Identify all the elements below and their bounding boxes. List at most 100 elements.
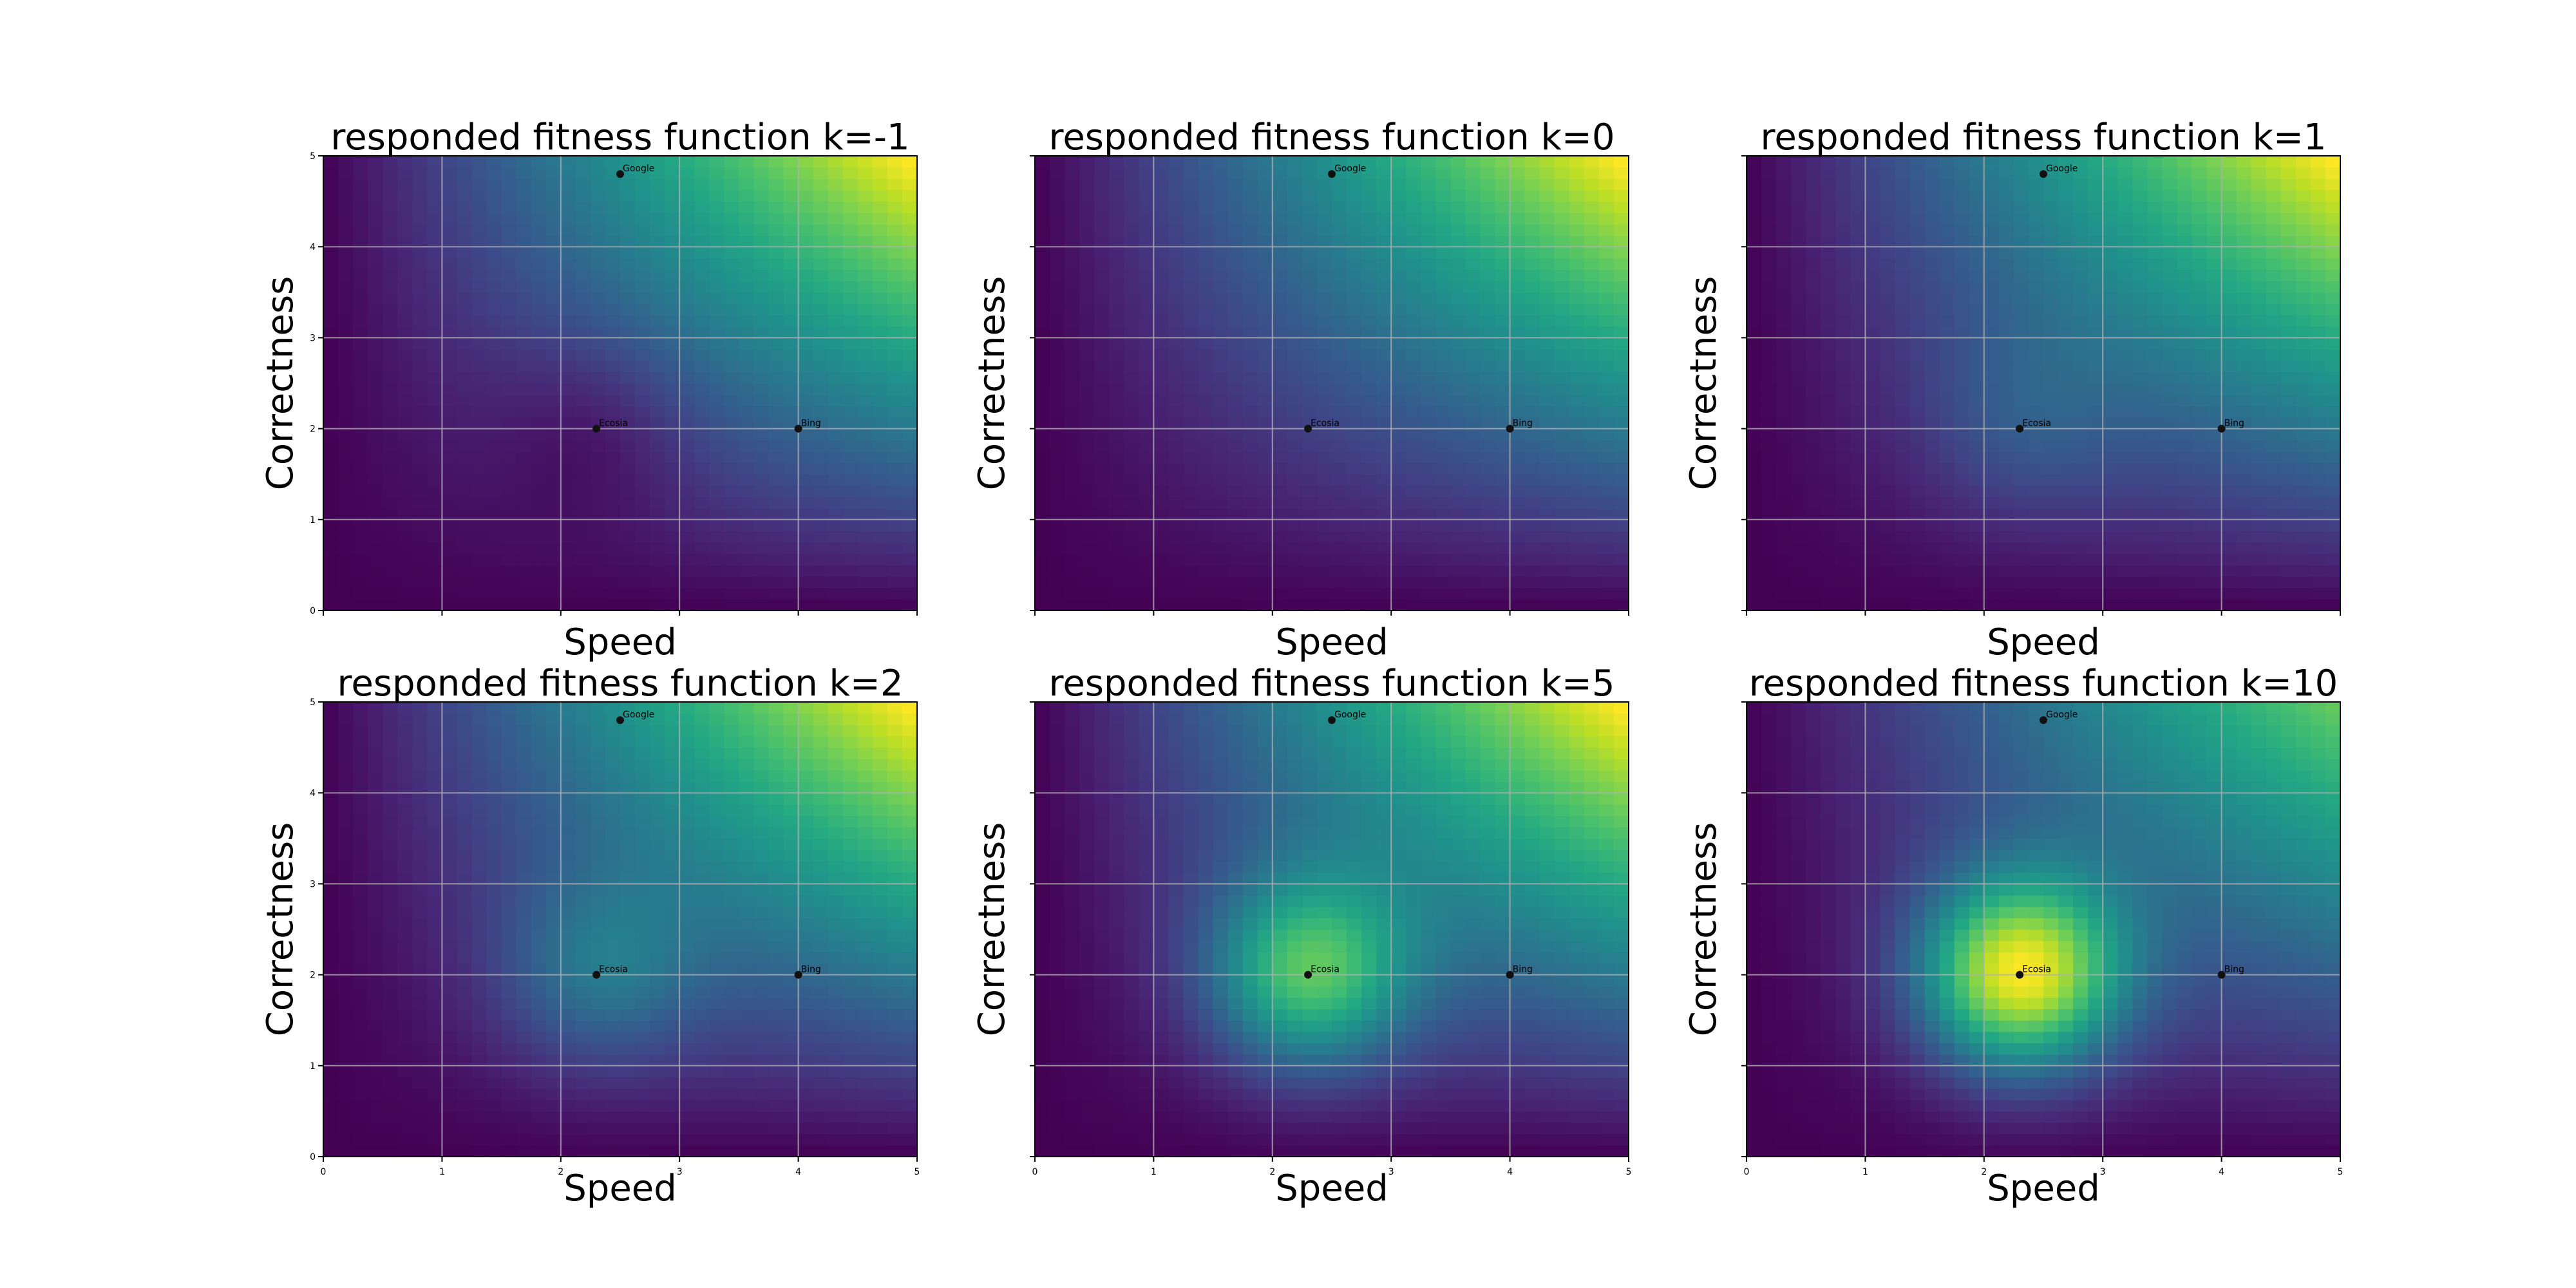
heatmap-cell: [828, 508, 844, 520]
heatmap-cell: [2013, 485, 2029, 498]
heatmap-cell: [1109, 542, 1124, 554]
heatmap-cell: [2088, 531, 2103, 543]
heatmap-cell: [679, 337, 695, 350]
heatmap-cell: [1984, 383, 2000, 395]
heatmap-cell: [1584, 189, 1600, 202]
heatmap-cell: [1139, 303, 1154, 316]
heatmap-cell: [902, 474, 918, 486]
heatmap-cell: [1909, 417, 1926, 430]
heatmap-cell: [1450, 292, 1466, 305]
heatmap-cell: [605, 497, 621, 509]
heatmap-cell: [1895, 303, 1911, 316]
heatmap-cell: [1391, 201, 1406, 213]
heatmap-cell: [2162, 531, 2178, 543]
heatmap-cell: [2251, 201, 2267, 213]
heatmap-cell: [887, 440, 903, 452]
heatmap-cell: [1924, 383, 1940, 395]
heatmap-cell: [1272, 303, 1288, 316]
heatmap-cell: [338, 440, 354, 452]
heatmap-cell: [2206, 587, 2222, 600]
heatmap-cell: [1257, 247, 1273, 259]
heatmap-cell: [1909, 542, 1926, 554]
heatmap-cell: [2206, 406, 2222, 418]
heatmap-cell: [665, 372, 680, 384]
subplot-title: responded fitness function k=0: [1049, 117, 1615, 158]
heatmap-cell: [902, 235, 918, 247]
heatmap-cell: [1747, 599, 1762, 611]
heatmap-cell: [2192, 440, 2208, 452]
heatmap-cell: [2013, 576, 2029, 589]
heatmap-cell: [2147, 485, 2163, 498]
heatmap-cell: [471, 292, 488, 305]
heatmap-cell: [635, 235, 650, 247]
heatmap-cell: [605, 474, 621, 486]
heatmap-cell: [1761, 508, 1777, 520]
heatmap-cell: [545, 303, 562, 316]
heatmap-cell: [1035, 303, 1050, 316]
heatmap-cell: [1065, 201, 1080, 213]
heatmap-cell: [2251, 417, 2267, 430]
heatmap-cell: [383, 428, 398, 440]
heatmap-cell: [650, 428, 665, 440]
heatmap-cell: [2192, 587, 2208, 600]
heatmap-cell: [635, 213, 650, 225]
heatmap-cell: [1094, 394, 1110, 406]
heatmap-cell: [353, 281, 368, 293]
heatmap-cell: [650, 565, 665, 577]
heatmap-cell: [1554, 235, 1570, 247]
heatmap-cell: [1998, 326, 2014, 338]
heatmap-cell: [1391, 303, 1406, 316]
heatmap-cell: [709, 281, 724, 293]
heatmap-cell: [1895, 474, 1911, 486]
heatmap-cell: [1287, 428, 1303, 440]
heatmap-cell: [2280, 565, 2297, 577]
heatmap-cell: [1435, 372, 1451, 384]
heatmap-cell: [665, 394, 680, 406]
heatmap-cell: [323, 213, 339, 225]
heatmap-cell: [1865, 406, 1881, 418]
heatmap-cell: [620, 281, 636, 293]
heatmap-cell: [1124, 565, 1139, 577]
heatmap-cell: [427, 485, 442, 498]
heatmap-cell: [1984, 440, 2000, 452]
heatmap-cell: [1198, 519, 1214, 532]
heatmap-cell: [1524, 394, 1540, 406]
heatmap-cell: [1761, 156, 1777, 168]
heatmap-cell: [2162, 508, 2178, 520]
heatmap-cell: [1465, 167, 1481, 179]
heatmap-cell: [575, 576, 591, 589]
heatmap-cell: [501, 337, 517, 350]
heatmap-cell: [2221, 326, 2237, 338]
heatmap-cell: [1139, 417, 1154, 430]
heatmap-cell: [323, 394, 339, 406]
heatmap-cell: [1880, 531, 1896, 543]
heatmap-cell: [1865, 497, 1881, 509]
heatmap-cell: [1168, 189, 1184, 202]
heatmap-cell: [545, 223, 562, 236]
heatmap-cell: [2251, 337, 2267, 350]
heatmap-cell: [739, 394, 755, 406]
heatmap-cell: [2236, 213, 2252, 225]
heatmap-cell: [1895, 394, 1911, 406]
heatmap-cell: [2132, 189, 2148, 202]
heatmap-cell: [2132, 326, 2148, 338]
heatmap-cell: [1613, 485, 1629, 498]
heatmap-cell: [872, 519, 888, 532]
heatmap-cell: [1213, 497, 1229, 509]
heatmap-cell: [457, 269, 473, 281]
heatmap-cell: [1391, 360, 1406, 372]
heatmap-cell: [516, 360, 532, 372]
heatmap-cell: [1761, 599, 1777, 611]
heatmap-cell: [753, 360, 770, 372]
heatmap-cell: [2028, 451, 2044, 464]
heatmap-cell: [1079, 462, 1095, 475]
heatmap-cell: [1450, 553, 1466, 565]
heatmap-cell: [1139, 247, 1154, 259]
heatmap-cell: [872, 1145, 888, 1157]
heatmap-cell: [1257, 235, 1273, 247]
heatmap-cell: [1198, 315, 1214, 327]
heatmap-cell: [1465, 360, 1481, 372]
heatmap-cell: [1969, 178, 1985, 191]
heatmap-cell: [694, 247, 710, 259]
heatmap-cell: [338, 417, 354, 430]
